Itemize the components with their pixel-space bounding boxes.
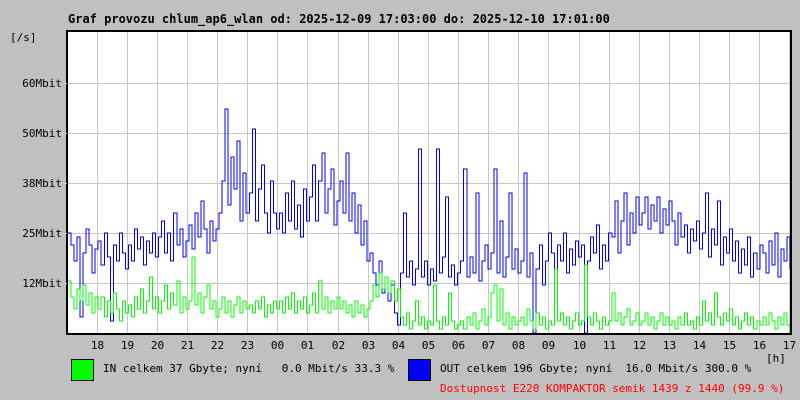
x-axis-label: 05 bbox=[421, 339, 436, 352]
x-axis-label: 20 bbox=[150, 339, 165, 352]
y-axis-tick bbox=[61, 283, 67, 284]
y-axis-tick bbox=[61, 183, 67, 184]
x-axis-label: 00 bbox=[270, 339, 285, 352]
y-axis-label: 12Mbit bbox=[22, 277, 62, 290]
x-axis-label: 16 bbox=[752, 339, 767, 352]
y-axis-unit-label: [/s] bbox=[10, 31, 37, 44]
x-axis-label: 07 bbox=[481, 339, 496, 352]
x-axis-label: 15 bbox=[722, 339, 737, 352]
y-axis-label: 60Mbit bbox=[22, 77, 62, 90]
x-axis-label: 10 bbox=[572, 339, 587, 352]
in-traffic-line bbox=[68, 256, 790, 333]
x-axis-label: 03 bbox=[361, 339, 376, 352]
out-traffic-line bbox=[68, 108, 790, 333]
y-axis-label: 25Mbit bbox=[22, 227, 62, 240]
x-axis-unit-label: [h] bbox=[766, 352, 786, 365]
y-axis-label: 50Mbit bbox=[22, 127, 62, 140]
x-axis-label: 13 bbox=[662, 339, 677, 352]
x-axis-label: 23 bbox=[240, 339, 255, 352]
graph-title: Graf provozu chlum_ap6_wlan od: 2025-12-… bbox=[68, 12, 610, 26]
x-axis-label: 17 bbox=[782, 339, 797, 352]
x-axis-label: 09 bbox=[541, 339, 556, 352]
x-axis-label: 04 bbox=[391, 339, 406, 352]
availability-status-text: Dostupnost E220 KOMPAKTOR semik 1439 z 1… bbox=[440, 382, 785, 395]
x-axis-label: 21 bbox=[180, 339, 195, 352]
x-axis-label: 12 bbox=[632, 339, 647, 352]
x-axis-label: 22 bbox=[210, 339, 225, 352]
x-axis-label: 08 bbox=[511, 339, 526, 352]
x-axis-label: 01 bbox=[300, 339, 315, 352]
traffic-chart-svg bbox=[68, 32, 790, 333]
x-axis-label: 18 bbox=[90, 339, 105, 352]
y-axis-tick bbox=[61, 133, 67, 134]
x-axis-label: 06 bbox=[451, 339, 466, 352]
y-axis-tick bbox=[61, 83, 67, 84]
y-axis-tick bbox=[61, 233, 67, 234]
in-legend-swatch bbox=[71, 359, 94, 381]
out-legend-label: OUT celkem 196 Gbyte; nyní 16.0 Mbit/s 3… bbox=[440, 362, 752, 375]
x-axis-label: 14 bbox=[692, 339, 707, 352]
x-axis-label: 19 bbox=[120, 339, 135, 352]
in-legend-label: IN celkem 37 Gbyte; nyní 0.0 Mbit/s 33.3… bbox=[103, 362, 395, 375]
traffic-chart-plot bbox=[66, 30, 792, 335]
y-axis-label: 38Mbit bbox=[22, 177, 62, 190]
x-axis-label: 11 bbox=[602, 339, 617, 352]
out-legend-swatch bbox=[408, 359, 431, 381]
x-axis-label: 02 bbox=[331, 339, 346, 352]
